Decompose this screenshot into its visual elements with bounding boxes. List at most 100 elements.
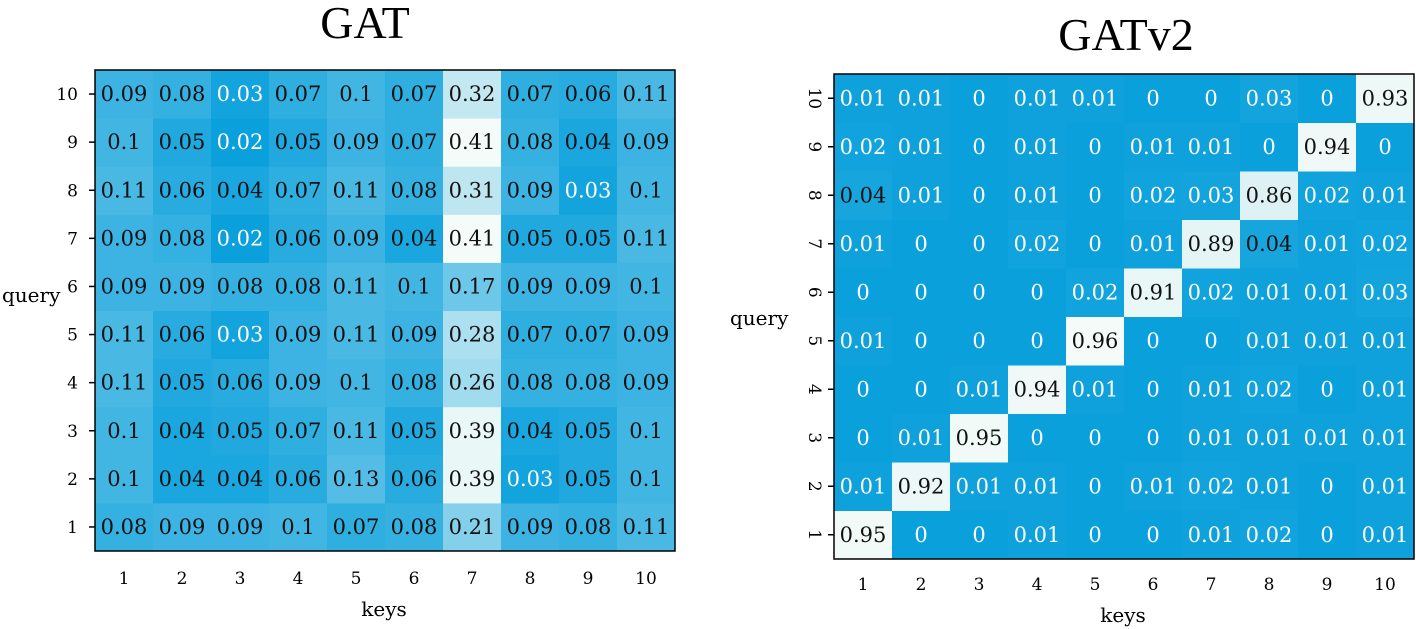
heatmap-cell [501, 454, 560, 504]
heatmap-cell [153, 406, 212, 456]
x-tick-label: 3 [974, 575, 985, 595]
heatmap-cell [892, 171, 951, 220]
heatmap-cell [617, 166, 676, 215]
heatmap-cell [617, 502, 676, 552]
cell-value-label: 0.21 [449, 515, 496, 539]
cell-value-label: 0.1 [397, 274, 430, 298]
cell-value-label: 0.1 [107, 130, 140, 154]
cell-value-label: 0.07 [507, 82, 554, 106]
heatmap-cell [1298, 365, 1357, 414]
cell-value-label: 0 [972, 523, 985, 547]
heatmap-cell [1240, 413, 1299, 463]
cell-value-label: 0.01 [1304, 232, 1351, 256]
cell-value-label: 0.06 [391, 467, 438, 491]
y-tick-label: 1 [804, 529, 824, 540]
heatmap-value-labels-gatv2: 0.95 0 0 0.01 0 0 0.01 0.02 0 0.01 0.01 0.92 0.01 0.0… [840, 86, 1409, 547]
cell-value-label: 0.03 [1246, 86, 1293, 110]
cell-value-label: 0.03 [1188, 183, 1235, 207]
heatmap-cell [327, 406, 386, 456]
heatmap-cell [269, 166, 328, 215]
x-tick-label: 2 [916, 575, 927, 595]
heatmap-cell [1182, 413, 1241, 463]
cell-value-label: 0.92 [898, 474, 945, 498]
heatmap-cell [834, 365, 893, 414]
cell-value-label: 0 [1320, 377, 1333, 401]
y-tick-label: 5 [67, 326, 78, 346]
cell-value-label: 0 [972, 280, 985, 304]
heatmap-cell [327, 214, 386, 263]
heatmap-cell [95, 166, 154, 215]
cell-value-label: 0 [1030, 329, 1043, 353]
cell-value-label: 0.04 [565, 130, 612, 154]
cell-value-label: 0.01 [1188, 426, 1235, 450]
heatmap-cell [1356, 122, 1415, 172]
heatmap-cell [269, 118, 328, 167]
heatmap-cell [1240, 365, 1299, 414]
y-ticks-gat: 1 2 3 4 5 6 7 8 9 10 [56, 85, 95, 538]
cell-value-label: 0 [1088, 426, 1101, 450]
heatmap-cell [1356, 316, 1415, 366]
heatmap-cell [1240, 510, 1299, 560]
cell-value-label: 0.07 [565, 323, 612, 347]
heatmap-cell [153, 502, 212, 552]
x-tick-label: 5 [351, 569, 362, 589]
cell-value-label: 0.07 [507, 323, 554, 347]
heatmap-cell [1298, 510, 1357, 560]
y-tick-label: 2 [67, 470, 78, 490]
heatmap-cell [1066, 74, 1125, 123]
cell-value-label: 0.17 [449, 274, 496, 298]
x-tick-label: 8 [525, 569, 536, 589]
cell-value-label: 0 [914, 329, 927, 353]
cell-value-label: 0.05 [159, 371, 206, 395]
heatmap-cell [1182, 510, 1241, 560]
cell-value-label: 0.01 [1130, 135, 1177, 159]
cell-value-label: 0.01 [1246, 474, 1293, 498]
cell-value-label: 0.11 [623, 515, 670, 539]
heatmap-cell [327, 70, 386, 119]
cell-value-label: 0.01 [1014, 86, 1061, 110]
y-axis-label-gat: query [2, 283, 61, 307]
cell-value-label: 0 [1146, 329, 1159, 353]
cell-value-label: 0.08 [565, 371, 612, 395]
plot-frame-gat [94, 69, 676, 552]
cell-value-label: 0.89 [1188, 232, 1235, 256]
x-tick-label: 9 [583, 569, 594, 589]
cell-value-label: 0 [1378, 135, 1391, 159]
cell-value-label: 0 [972, 86, 985, 110]
cell-value-label: 0.11 [623, 226, 670, 250]
heatmap-cell [1298, 74, 1357, 123]
cell-value-label: 0 [856, 280, 869, 304]
heatmap-cell [385, 454, 444, 504]
heatmap-cell [1124, 171, 1183, 220]
heatmap-cell [892, 219, 951, 269]
heatmap-cell [1298, 413, 1357, 463]
heatmap-cell [385, 310, 444, 360]
heatmap-cell [1124, 268, 1183, 317]
x-tick-label: 1 [858, 575, 869, 595]
cell-value-label: 0.11 [623, 82, 670, 106]
y-tick-label: 9 [804, 141, 824, 152]
cell-value-label: 0.13 [333, 467, 380, 491]
heatmap-cell [501, 262, 560, 311]
heatmap-cell [1240, 462, 1299, 511]
cell-value-label: 0 [1320, 474, 1333, 498]
cell-value-label: 0.01 [840, 474, 887, 498]
heatmap-cell [1240, 74, 1299, 123]
cell-value-label: 0.08 [159, 82, 206, 106]
cell-value-label: 0.07 [275, 82, 322, 106]
cell-value-label: 0.93 [1362, 86, 1409, 110]
cell-value-label: 0.01 [956, 474, 1003, 498]
x-tick-label: 3 [235, 569, 246, 589]
y-tick-label: 7 [67, 229, 78, 249]
cell-value-label: 0 [856, 426, 869, 450]
cell-value-label: 0.05 [507, 226, 554, 250]
cell-value-label: 0 [1088, 135, 1101, 159]
heatmap-cell [834, 462, 893, 511]
cell-value-label: 0.02 [1362, 232, 1409, 256]
heatmap-cell [1356, 268, 1415, 317]
cell-value-label: 0.01 [1362, 183, 1409, 207]
cell-value-label: 0.05 [275, 130, 322, 154]
cell-value-label: 0.1 [281, 515, 314, 539]
heatmap-cell [1008, 365, 1067, 414]
heatmap-cell [327, 310, 386, 360]
